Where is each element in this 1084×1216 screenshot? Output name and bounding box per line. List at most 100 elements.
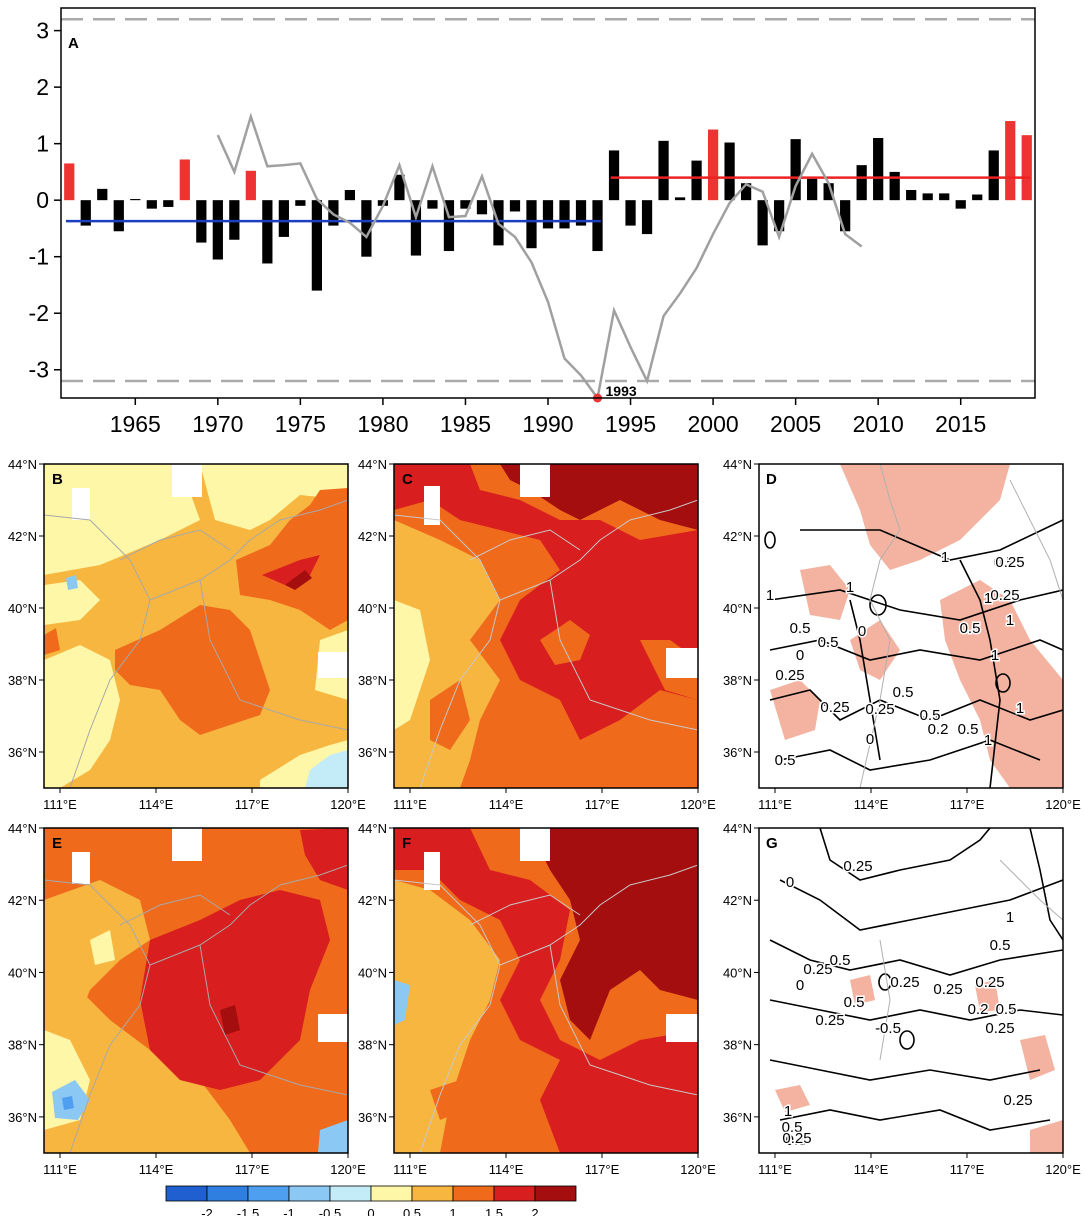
anomaly-bar xyxy=(575,200,587,226)
lat-tick-label: 44°N xyxy=(723,821,752,836)
contour-loop xyxy=(899,1030,915,1050)
anomaly-bar xyxy=(939,193,950,201)
province-borders xyxy=(859,464,1063,788)
lat-tick-label: 44°N xyxy=(8,821,37,836)
x-tick-label: 1975 xyxy=(275,411,326,437)
fill-15 xyxy=(430,680,470,750)
contour-label: 0.25 xyxy=(975,974,1004,991)
colorbar-swatch xyxy=(411,1185,454,1202)
anomaly-bar xyxy=(64,163,75,201)
panel-e: E xyxy=(43,827,349,1154)
missing-data xyxy=(318,1014,348,1042)
panel-letter-g: G xyxy=(766,835,778,852)
contour-label: 0.5 xyxy=(893,684,914,701)
anomaly-bar xyxy=(608,150,620,201)
anomaly-bar xyxy=(724,142,735,201)
colorbar-swatch xyxy=(493,1185,536,1202)
contour-label: 0.5 xyxy=(958,721,979,738)
contour-label: 0.25 xyxy=(843,858,872,875)
contour-label: 1 xyxy=(991,647,999,664)
contour-label: 0.5 xyxy=(786,1132,807,1149)
fill-2 xyxy=(394,464,698,740)
province-borders xyxy=(44,499,348,788)
anomaly-bar xyxy=(212,200,223,260)
change-point-label: 1993 xyxy=(606,383,637,399)
anomaly-bar xyxy=(163,200,174,207)
contour-label: 0.25 xyxy=(815,1012,844,1029)
contour-label: 0.5 xyxy=(960,620,981,637)
anomaly-bar xyxy=(146,200,157,209)
significance-lines xyxy=(61,18,1035,383)
missing-data xyxy=(72,852,90,884)
fill-15 xyxy=(236,488,348,630)
mean-lines xyxy=(65,176,1031,223)
missing-data xyxy=(318,652,348,678)
x-tick-label: 1965 xyxy=(110,411,161,437)
lon-tick-label: 120°E xyxy=(1045,1162,1081,1177)
anomaly-bar xyxy=(130,199,141,201)
fill-1 xyxy=(44,990,250,1153)
fill-15 xyxy=(430,1080,465,1120)
anomaly-bar xyxy=(691,160,702,201)
contour-label: 0.5 xyxy=(996,1001,1017,1018)
anomaly-bars xyxy=(64,121,1032,291)
colorbar: -2 -1.5 -1 -0.5 0 0.5 1 1.5 2 xyxy=(165,1185,577,1216)
lon-tick-label: 114°E xyxy=(489,797,524,812)
lat-tick-label: 38°N xyxy=(8,1038,37,1053)
anomaly-bar xyxy=(394,174,405,201)
lat-tick-label: 40°N xyxy=(358,965,387,980)
lon-tick-label: 114°E xyxy=(139,1162,174,1177)
fill-15 xyxy=(115,605,270,735)
change-point: 1993 xyxy=(593,383,637,403)
anomaly-bar xyxy=(509,200,521,212)
x-tick-label: 1980 xyxy=(357,411,408,437)
anomaly-bar xyxy=(295,200,306,206)
significant-area xyxy=(850,975,875,1005)
lon-tick-label: 111°E xyxy=(43,797,77,812)
fill-neg xyxy=(318,1120,348,1153)
contour-label: 0.5 xyxy=(830,952,851,969)
colorbar-tick-label: -1 xyxy=(283,1206,295,1216)
lon-tick-label: 120°E xyxy=(680,1162,716,1177)
lon-tick-label: 117°E xyxy=(235,1162,270,1177)
x-tick-label: 2000 xyxy=(687,411,738,437)
colorbar-tick-label: 1.5 xyxy=(485,1206,503,1216)
lat-tick-label: 42°N xyxy=(358,529,387,544)
lat-tick-label: 38°N xyxy=(723,1038,752,1053)
panel-b-frame xyxy=(43,463,349,789)
y-axis: -3 -2 -1 0 1 2 3 xyxy=(29,18,61,383)
missing-data xyxy=(424,486,440,525)
anomaly-bar xyxy=(1005,121,1016,201)
fill-25 xyxy=(220,1005,240,1035)
contour-label: 0.25 xyxy=(1003,1092,1032,1109)
province-borders xyxy=(44,864,348,1153)
contour-lines xyxy=(769,519,1063,788)
panel-g-bg xyxy=(759,828,1063,1153)
anomaly-bar xyxy=(443,200,455,252)
anomaly-bar xyxy=(658,140,669,201)
lon-tick-label: 117°E xyxy=(950,797,985,812)
lat-tick-label: 40°N xyxy=(723,601,752,616)
contour-label: 0 xyxy=(796,977,804,994)
lat-tick-label: 42°N xyxy=(723,529,752,544)
lat-tick-label: 40°N xyxy=(8,601,37,616)
lon-tick-label: 117°E xyxy=(585,797,620,812)
anomaly-bar xyxy=(344,190,356,201)
x-tick-label: 1970 xyxy=(192,411,243,437)
mk-statistic-line xyxy=(216,112,863,402)
y-tick-label: -2 xyxy=(29,300,49,326)
fill-neg xyxy=(305,750,348,788)
anomaly-bar xyxy=(774,200,785,232)
panel-letter-f: F xyxy=(402,835,411,852)
missing-data xyxy=(520,464,550,497)
anomaly-bar xyxy=(80,200,91,226)
contour-label: 1 xyxy=(941,549,949,566)
contour-loop xyxy=(764,531,776,549)
lat-tick-label: 44°N xyxy=(8,457,37,472)
anomaly-bar xyxy=(840,200,851,232)
y-tick-label: -3 xyxy=(29,357,49,383)
fill-15 xyxy=(44,628,60,655)
lat-tick-label: 44°N xyxy=(358,821,387,836)
lon-tick-label: 117°E xyxy=(235,797,270,812)
